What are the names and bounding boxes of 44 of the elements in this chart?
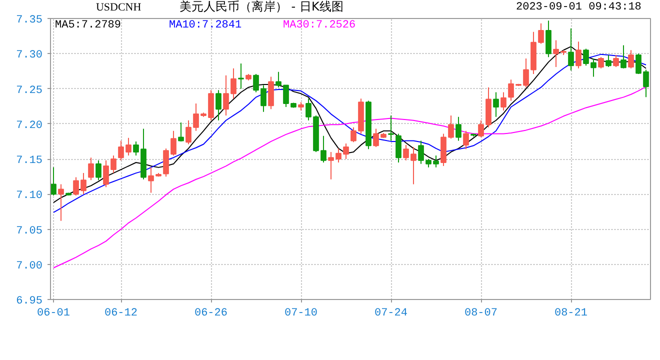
candlestick bbox=[396, 133, 402, 164]
candlestick bbox=[628, 50, 634, 69]
x-tick-label: 07-10 bbox=[284, 308, 318, 320]
y-tick-label: 7.15 bbox=[16, 155, 42, 167]
candlestick bbox=[546, 20, 552, 58]
candlestick bbox=[493, 92, 499, 118]
chart-title: 美元人民币（离岸） - 日K线图 bbox=[179, 0, 344, 14]
text: USDCNH bbox=[96, 2, 142, 14]
candlestick bbox=[388, 114, 394, 142]
candlestick bbox=[568, 28, 574, 71]
candlestick bbox=[58, 184, 64, 222]
y-tick-label: 7.00 bbox=[16, 260, 42, 272]
text: MA5:7.2789 bbox=[55, 20, 122, 32]
y-tick-label: 7.20 bbox=[16, 120, 42, 132]
candlestick bbox=[613, 54, 619, 68]
candlestick bbox=[576, 41, 582, 69]
candlestick bbox=[606, 54, 612, 68]
text: 2023-09-01 09:43:18 bbox=[516, 2, 642, 14]
x-tick-label: 06-12 bbox=[104, 308, 138, 320]
text: MA10:7.2841 bbox=[169, 20, 242, 32]
candlestick bbox=[456, 116, 462, 142]
y-tick-label: 7.30 bbox=[16, 50, 42, 62]
candlestick bbox=[598, 56, 604, 69]
x-tick-label: 06-26 bbox=[194, 308, 228, 320]
candlestick bbox=[216, 90, 222, 121]
candlestick bbox=[178, 122, 184, 142]
candlestick bbox=[238, 62, 244, 90]
y-tick-label: 7.05 bbox=[16, 225, 42, 238]
candlestick bbox=[88, 157, 94, 181]
y-tick-label: 6.95 bbox=[16, 296, 42, 308]
text: MA30:7.2526 bbox=[283, 20, 356, 32]
y-tick-label: 7.35 bbox=[16, 14, 42, 26]
x-tick-label: 07-24 bbox=[374, 308, 408, 320]
x-tick-label: 08-07 bbox=[464, 308, 498, 320]
y-tick-label: 7.25 bbox=[16, 84, 42, 97]
candlestick bbox=[463, 130, 469, 150]
candlestick bbox=[96, 160, 102, 181]
x-tick-label: 08-21 bbox=[554, 308, 588, 320]
candlestick bbox=[620, 44, 626, 69]
candlestick bbox=[50, 166, 56, 196]
y-tick-label: 7.10 bbox=[16, 190, 42, 202]
x-tick-label: 06-01 bbox=[36, 308, 70, 320]
candlestick bbox=[500, 92, 506, 112]
candlestick bbox=[268, 76, 274, 110]
